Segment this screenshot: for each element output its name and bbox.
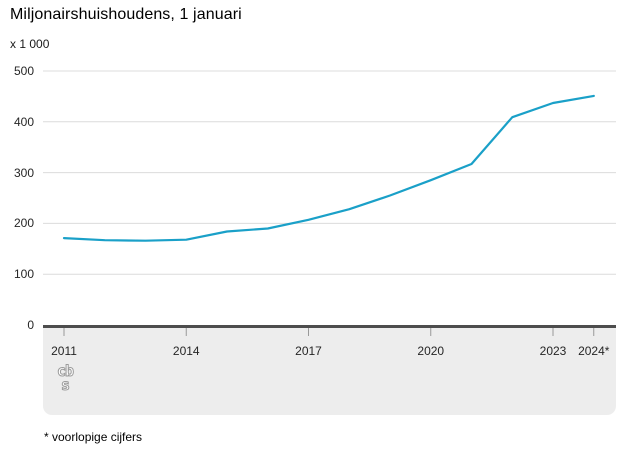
- x-axis-line: [43, 325, 616, 328]
- footnote: * voorlopige cijfers: [44, 430, 143, 444]
- axis-unit-label: x 1 000: [10, 37, 50, 51]
- x-tick-label: 2020: [417, 344, 445, 358]
- x-axis-band: [43, 328, 616, 415]
- x-tick-label: 2024*: [578, 344, 610, 358]
- cbs-logo: cb s: [52, 362, 78, 394]
- y-tick-label: 200: [13, 216, 34, 231]
- y-tick-label: 300: [13, 165, 34, 180]
- y-tick-label: 100: [13, 267, 34, 282]
- y-tick-label: 0: [27, 318, 34, 332]
- x-tick-label: 2017: [295, 344, 322, 358]
- x-tick-label: 2011: [51, 344, 77, 358]
- chart-title: Miljonairshuishoudens, 1 januari: [10, 6, 242, 23]
- cbs-logo-line1: cb: [56, 362, 74, 380]
- y-tick-label: 500: [13, 64, 34, 78]
- data-line-miljonairshuishoudens: [62, 94, 595, 242]
- x-tick-label: 2014: [172, 344, 200, 358]
- x-tick-label: 2023: [539, 344, 567, 358]
- cbs-logo-line2: s: [60, 375, 70, 394]
- y-tick-label: 400: [13, 114, 34, 129]
